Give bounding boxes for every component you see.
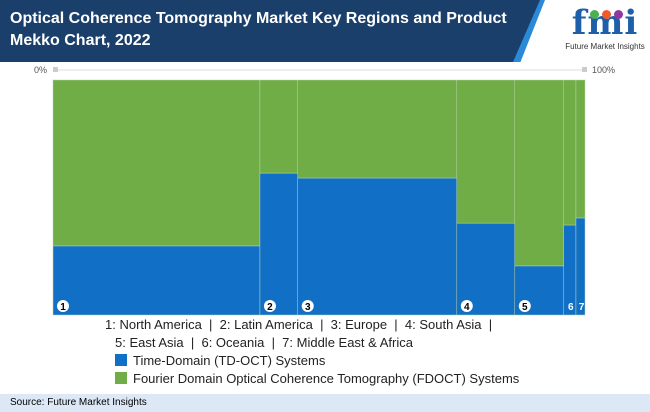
bar-segment-td-oct	[259, 172, 298, 316]
legend-item-td-oct: Time-Domain (TD-OCT) Systems	[105, 352, 519, 370]
source-text: Source: Future Market Insights	[10, 397, 147, 408]
legend-label: Fourier Domain Optical Coherence Tomogra…	[133, 371, 520, 386]
bar-segment-td-oct	[575, 217, 586, 316]
page-title: Optical Coherence Tomography Market Key …	[10, 10, 507, 49]
bar-segment-td-oct	[456, 222, 516, 316]
category-marker	[57, 300, 69, 312]
fmi-logo: fmi Future Market Insights	[565, 4, 645, 51]
category-number-label: 2	[267, 302, 273, 313]
category-number-label: 6	[568, 302, 574, 313]
header: Optical Coherence Tomography Market Key …	[0, 0, 650, 62]
bar-segment-td-oct	[297, 177, 458, 316]
category-marker	[518, 300, 531, 312]
legend-item-fdoct: Fourier Domain Optical Coherence Tomogra…	[105, 370, 519, 388]
category-number-label: 4	[464, 302, 470, 313]
header-band	[0, 0, 540, 62]
bar-segment-fdoct	[297, 79, 458, 179]
legend-swatch	[115, 354, 127, 366]
category-marker	[460, 300, 473, 312]
category-number-label: 7	[579, 302, 585, 313]
bar-segment-fdoct	[575, 79, 586, 219]
axis-end-handle	[582, 67, 587, 72]
logo-tagline: Future Market Insights	[565, 42, 645, 51]
legend-swatch	[115, 372, 127, 384]
category-marker	[301, 300, 314, 312]
axis-start-label: 0%	[34, 65, 47, 75]
legend-key-line-2: 5: East Asia | 6: Oceania | 7: Middle Ea…	[115, 335, 413, 350]
category-number-label: 5	[522, 302, 528, 313]
legend: 1: North America | 2: Latin America | 3:…	[105, 316, 519, 388]
category-number-label: 3	[305, 302, 311, 313]
bar-segment-fdoct	[563, 79, 577, 226]
bar-segment-fdoct	[259, 79, 298, 174]
bar-segment-fdoct	[514, 79, 564, 267]
axis-start-handle	[53, 67, 58, 72]
category-number-label: 1	[60, 302, 66, 313]
bar-segment-fdoct	[52, 79, 261, 247]
legend-key-line-1: 1: North America | 2: Latin America | 3:…	[105, 317, 493, 332]
legend-label: Time-Domain (TD-OCT) Systems	[133, 353, 326, 368]
category-marker	[263, 300, 276, 312]
bar-segment-fdoct	[456, 79, 516, 224]
bar-segment-td-oct	[52, 245, 261, 316]
footer: Source: Future Market Insights	[0, 394, 650, 412]
axis-end-label: 100%	[592, 65, 615, 75]
